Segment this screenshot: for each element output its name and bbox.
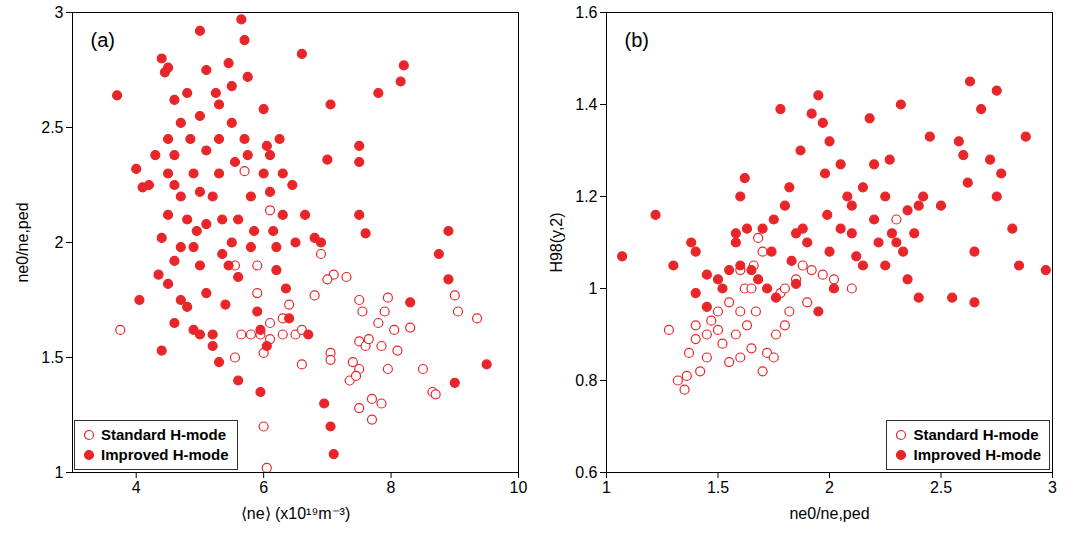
svg-text:1.5: 1.5: [41, 349, 63, 366]
svg-text:1.4: 1.4: [575, 96, 597, 113]
html-text:Standard H-mode: Standard H-mode: [101, 426, 226, 443]
svg-text:10: 10: [510, 479, 528, 496]
svg-text:8: 8: [387, 479, 396, 496]
svg-text:H98(y,2): H98(y,2): [548, 212, 565, 272]
svg-text:6: 6: [259, 479, 268, 496]
svg-text:ne0/ne,ped: ne0/ne,ped: [14, 202, 31, 282]
svg-text:2: 2: [825, 479, 834, 496]
html-text:Standard H-mode: Standard H-mode: [913, 426, 1039, 443]
svg-text:1: 1: [55, 464, 64, 481]
svg-text:1.5: 1.5: [707, 479, 729, 496]
svg-text:(a): (a): [91, 29, 115, 51]
svg-text:(b): (b): [625, 29, 649, 51]
svg-text:1.2: 1.2: [575, 188, 597, 205]
svg-text:3: 3: [1048, 479, 1057, 496]
svg-text:⟨ne⟩ (x10¹⁹m⁻³): ⟨ne⟩ (x10¹⁹m⁻³): [241, 505, 351, 522]
svg-text:4: 4: [132, 479, 141, 496]
svg-text:ne0/ne,ped: ne0/ne,ped: [789, 505, 869, 522]
svg-text:1.6: 1.6: [575, 4, 597, 21]
svg-text:2.5: 2.5: [41, 119, 63, 136]
svg-text:0.8: 0.8: [575, 372, 597, 389]
svg-text:1: 1: [602, 479, 611, 496]
svg-text:1: 1: [589, 280, 598, 297]
svg-text:3: 3: [55, 4, 64, 21]
svg-text:2.5: 2.5: [930, 479, 952, 496]
html-text:Improved H-mode: Improved H-mode: [913, 446, 1041, 463]
svg-text:0.6: 0.6: [575, 464, 597, 481]
svg-text:2: 2: [55, 234, 64, 251]
html-text:Improved H-mode: Improved H-mode: [101, 446, 229, 463]
